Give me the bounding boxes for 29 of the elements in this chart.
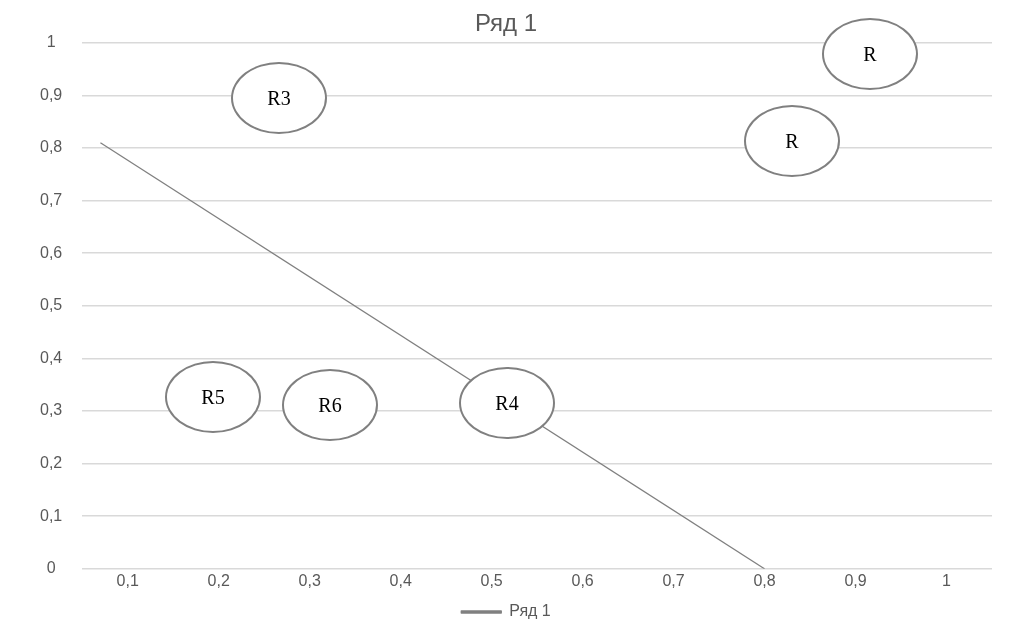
- x-tick-label: 0,2: [207, 571, 230, 589]
- y-tick-label: 0,2: [40, 454, 63, 472]
- x-tick-label: 0,7: [662, 571, 685, 589]
- x-tick-label: 0,6: [571, 571, 594, 589]
- y-tick-label: 0,6: [40, 243, 63, 261]
- chart-title: Ряд 1: [474, 9, 538, 37]
- y-tick-label: 0,1: [40, 506, 63, 524]
- oval-label: R3: [231, 62, 327, 134]
- x-tick-label: 0,5: [480, 571, 503, 589]
- x-tick-label: 0,8: [753, 571, 776, 589]
- y-tick-label: 0,4: [40, 348, 63, 366]
- y-tick-label: 0,5: [40, 296, 63, 314]
- y-tick-label: 0,7: [40, 191, 63, 209]
- x-tick-label: 0,3: [298, 571, 321, 589]
- oval-label: R5: [165, 361, 261, 433]
- legend-label: Ряд 1: [509, 602, 551, 620]
- oval-label: R: [822, 18, 918, 90]
- x-tick-label: 0,4: [389, 571, 412, 589]
- x-tick-label: 0,9: [844, 571, 867, 589]
- y-tick-label: 0: [46, 559, 56, 577]
- oval-label: R: [744, 105, 840, 177]
- y-tick-label: 1: [46, 33, 56, 51]
- y-tick-label: 0,8: [40, 138, 63, 156]
- x-tick-label: 0,1: [116, 571, 139, 589]
- y-tick-label: 0,3: [40, 401, 63, 419]
- x-tick-label: 1: [942, 571, 952, 589]
- y-tick-label: 0,9: [40, 85, 63, 103]
- oval-label: R6: [282, 369, 378, 441]
- oval-label: R4: [459, 367, 555, 439]
